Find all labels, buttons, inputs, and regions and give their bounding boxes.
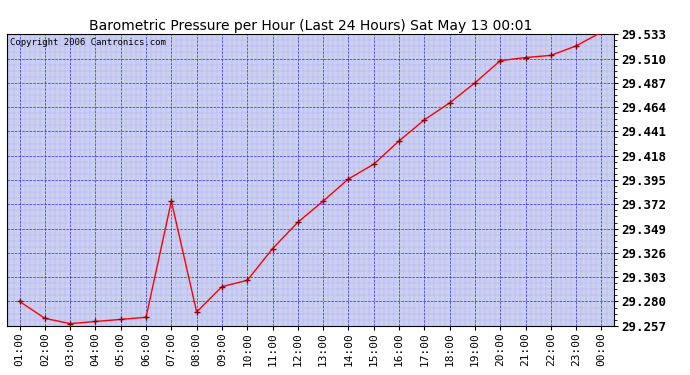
Text: Copyright 2006 Cantronics.com: Copyright 2006 Cantronics.com: [10, 38, 166, 47]
Title: Barometric Pressure per Hour (Last 24 Hours) Sat May 13 00:01: Barometric Pressure per Hour (Last 24 Ho…: [89, 19, 532, 33]
